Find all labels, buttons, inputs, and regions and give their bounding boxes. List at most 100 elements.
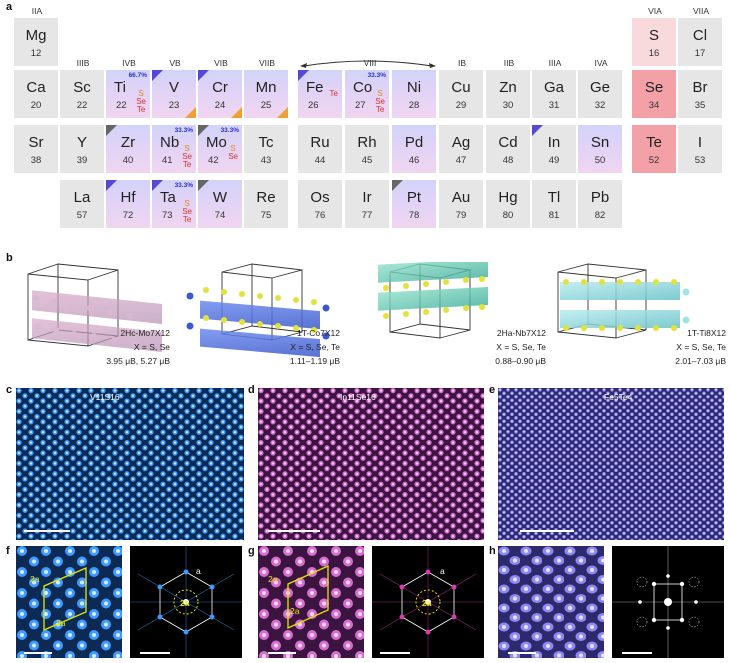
corner-marker-icon bbox=[277, 107, 288, 118]
group-IIIA: IIIA bbox=[548, 58, 562, 68]
lattice-label-g2: 2a bbox=[290, 606, 300, 616]
element-symbol: Mn bbox=[255, 79, 277, 96]
atomic-number: 28 bbox=[408, 100, 420, 111]
atomic-number: 35 bbox=[694, 100, 706, 111]
element-symbol: Nb bbox=[160, 134, 180, 151]
element-symbol: Co bbox=[353, 79, 373, 96]
atomic-number: 49 bbox=[548, 155, 560, 166]
atomic-number: 53 bbox=[694, 155, 706, 166]
atomic-number: 34 bbox=[648, 100, 660, 111]
element-cell-cu: Cu 29 bbox=[439, 70, 483, 118]
element-cell-in: In 49 bbox=[532, 125, 576, 173]
atomic-number: 27 bbox=[355, 100, 366, 111]
element-cell-ga: Ga 31 bbox=[532, 70, 576, 118]
atomic-number: 20 bbox=[30, 100, 42, 111]
stem-caption-c: V11S16 bbox=[90, 392, 120, 402]
structure-4-moment: 2.01–7.03 μB bbox=[675, 356, 726, 366]
group-IVB: IVB bbox=[122, 58, 136, 68]
element-cell-w: W 74 bbox=[198, 180, 242, 228]
atomic-number: 17 bbox=[694, 48, 706, 59]
element-symbol: In bbox=[547, 134, 561, 151]
hrstem-image-h bbox=[498, 546, 604, 658]
element-symbol: Ag bbox=[451, 134, 471, 151]
panel-d-letter: d bbox=[248, 384, 255, 396]
element-cell-ge: Ge 32 bbox=[578, 70, 622, 118]
scalebar-c bbox=[24, 530, 70, 532]
element-cell-os: Os 76 bbox=[298, 180, 342, 228]
group-IIB: IIB bbox=[503, 58, 515, 68]
element-symbol: Y bbox=[76, 134, 87, 151]
structure-co7x12 bbox=[186, 263, 330, 358]
element-cell-hf: Hf 72 bbox=[106, 180, 150, 228]
triangle-marker-icon bbox=[152, 180, 163, 191]
group-IVA: IVA bbox=[594, 58, 608, 68]
panel-a-letter: a bbox=[6, 1, 13, 13]
element-symbol: Cd bbox=[498, 134, 518, 151]
atomic-number: 26 bbox=[308, 100, 319, 111]
chalcogen-stack: S Se Te bbox=[136, 90, 146, 114]
chalcogen-s: S bbox=[230, 144, 236, 153]
element-symbol: La bbox=[73, 189, 91, 206]
element-cell-mg: Mg 12 bbox=[14, 18, 58, 66]
chalcogen-stack: S Se bbox=[228, 145, 238, 161]
fft-lattice-label-g: 2a bbox=[422, 598, 432, 608]
structure-nb7x12 bbox=[378, 262, 488, 339]
element-cell-sc: Sc 22 bbox=[60, 70, 104, 118]
element-cell-fe: Fe 26 Te bbox=[298, 70, 342, 118]
element-symbol: Hg bbox=[498, 189, 518, 206]
triangle-marker-icon bbox=[298, 70, 309, 81]
group-IIA: IIA bbox=[31, 6, 43, 16]
stem-caption-d: In11Se16 bbox=[340, 392, 376, 402]
element-symbol: S bbox=[648, 27, 659, 44]
chalcogen-stack: Te bbox=[330, 90, 338, 98]
structure-2-name: 1T-Co7X12 bbox=[297, 328, 340, 338]
scalebar-h bbox=[508, 652, 536, 654]
element-symbol: Sr bbox=[28, 134, 44, 151]
element-symbol: Mg bbox=[25, 27, 47, 44]
chalcogen-se: Se bbox=[136, 97, 146, 106]
element-symbol: Cr bbox=[212, 79, 228, 96]
scalebar-f-fft bbox=[140, 652, 170, 654]
chalcogen-stack: S Se Te bbox=[182, 200, 192, 224]
group-VIB: VIB bbox=[214, 58, 228, 68]
element-cell-tc: Tc 43 bbox=[244, 125, 288, 173]
element-symbol: Fe bbox=[306, 79, 324, 96]
element-symbol: Zr bbox=[120, 134, 136, 151]
atomic-number: 73 bbox=[162, 210, 173, 221]
structure-3-name: 2Ha-Nb7X12 bbox=[496, 328, 546, 338]
chalcogen-se: Se bbox=[182, 207, 192, 216]
panel-f-letter: f bbox=[6, 545, 10, 557]
triangle-marker-icon bbox=[152, 70, 163, 81]
atomic-number: 52 bbox=[648, 155, 660, 166]
atomic-number: 50 bbox=[594, 155, 606, 166]
element-cell-ni: Ni 28 bbox=[392, 70, 436, 118]
structure-1-x: X = S, Se bbox=[133, 342, 170, 352]
element-symbol: Ca bbox=[26, 79, 46, 96]
element-cell-mo: 33.3% Mo 42 S Se bbox=[198, 125, 242, 173]
element-cell-v: V 23 bbox=[152, 70, 196, 118]
element-symbol: Se bbox=[644, 79, 664, 96]
structure-4-x: X = S, Se, Te bbox=[676, 342, 726, 352]
element-cell-rh: Rh 45 bbox=[345, 125, 389, 173]
element-symbol: Ta bbox=[160, 189, 176, 206]
fft-label-g: a bbox=[440, 566, 445, 576]
triangle-marker-icon bbox=[106, 125, 117, 136]
element-cell-la: La 57 bbox=[60, 180, 104, 228]
element-symbol: Ni bbox=[406, 79, 422, 96]
element-cell-re: Re 75 bbox=[244, 180, 288, 228]
element-symbol: I bbox=[697, 134, 703, 151]
atomic-number: 32 bbox=[594, 100, 606, 111]
element-symbol: Cu bbox=[451, 79, 471, 96]
element-symbol: Tc bbox=[258, 134, 274, 151]
atomic-number: 57 bbox=[76, 210, 88, 221]
element-symbol: Ir bbox=[362, 189, 372, 206]
atomic-number: 22 bbox=[76, 100, 88, 111]
atomic-number: 75 bbox=[260, 210, 272, 221]
element-symbol: Zn bbox=[499, 79, 517, 96]
fft-image-h bbox=[612, 546, 724, 658]
chalcogen-te: Te bbox=[375, 105, 385, 114]
element-cell-hg: Hg 80 bbox=[486, 180, 530, 228]
lattice-label-f1: 2a bbox=[30, 574, 40, 584]
chalcogen-te: Te bbox=[136, 105, 146, 114]
fraction-label: 66.7% bbox=[128, 72, 147, 79]
